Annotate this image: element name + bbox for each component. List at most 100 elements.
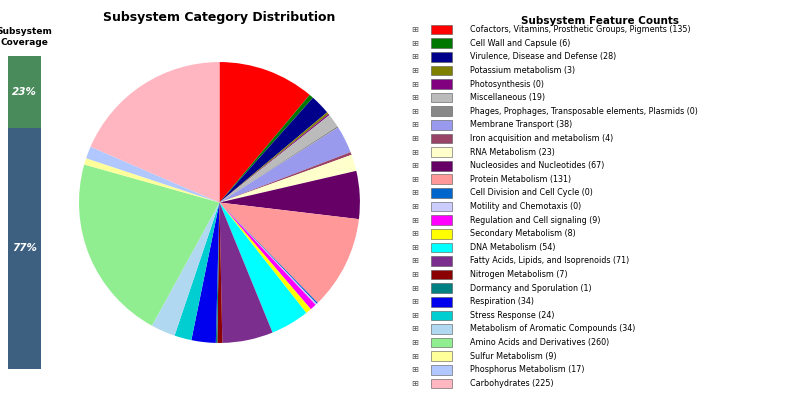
Text: ⊞: ⊞ bbox=[411, 270, 418, 279]
FancyBboxPatch shape bbox=[431, 202, 452, 211]
FancyBboxPatch shape bbox=[431, 188, 452, 198]
Text: RNA Metabolism (23): RNA Metabolism (23) bbox=[470, 148, 555, 157]
Text: DNA Metabolism (54): DNA Metabolism (54) bbox=[470, 243, 555, 252]
Text: Miscellaneous (19): Miscellaneous (19) bbox=[470, 93, 545, 102]
Wedge shape bbox=[219, 203, 359, 303]
Wedge shape bbox=[219, 203, 317, 305]
Bar bbox=[8, 128, 41, 369]
Text: Cofactors, Vitamins, Prosthetic Groups, Pigments (135): Cofactors, Vitamins, Prosthetic Groups, … bbox=[470, 25, 691, 34]
Text: ⊞: ⊞ bbox=[411, 338, 418, 347]
Text: ⊞: ⊞ bbox=[411, 53, 418, 61]
FancyBboxPatch shape bbox=[431, 25, 452, 34]
Title: Subsystem Category Distribution: Subsystem Category Distribution bbox=[103, 11, 336, 24]
Text: Stress Response (24): Stress Response (24) bbox=[470, 311, 555, 320]
Text: Respiration (34): Respiration (34) bbox=[470, 297, 534, 306]
Text: ⊞: ⊞ bbox=[411, 79, 418, 89]
Text: Secondary Metabolism (8): Secondary Metabolism (8) bbox=[470, 229, 576, 238]
Wedge shape bbox=[219, 95, 313, 203]
Text: Subsystem
Coverage: Subsystem Coverage bbox=[0, 27, 53, 47]
Wedge shape bbox=[219, 171, 360, 219]
Text: ⊞: ⊞ bbox=[411, 161, 418, 170]
Wedge shape bbox=[219, 126, 338, 203]
FancyBboxPatch shape bbox=[431, 297, 452, 306]
Text: ⊞: ⊞ bbox=[411, 188, 418, 197]
FancyBboxPatch shape bbox=[431, 52, 452, 62]
Text: ⊞: ⊞ bbox=[411, 120, 418, 130]
Wedge shape bbox=[217, 203, 223, 343]
Wedge shape bbox=[219, 62, 310, 203]
FancyBboxPatch shape bbox=[431, 310, 452, 320]
Wedge shape bbox=[219, 203, 310, 313]
FancyBboxPatch shape bbox=[431, 79, 452, 89]
Text: Protein Metabolism (131): Protein Metabolism (131) bbox=[470, 175, 571, 184]
Text: Motility and Chemotaxis (0): Motility and Chemotaxis (0) bbox=[470, 202, 582, 211]
FancyBboxPatch shape bbox=[431, 120, 452, 130]
FancyBboxPatch shape bbox=[431, 256, 452, 266]
Text: Dormancy and Sporulation (1): Dormancy and Sporulation (1) bbox=[470, 284, 592, 293]
Text: Nucleosides and Nucleotides (67): Nucleosides and Nucleotides (67) bbox=[470, 161, 605, 170]
Text: Phages, Prophages, Transposable elements, Plasmids (0): Phages, Prophages, Transposable elements… bbox=[470, 107, 698, 116]
Wedge shape bbox=[219, 203, 318, 304]
Text: ⊞: ⊞ bbox=[411, 243, 418, 252]
Wedge shape bbox=[192, 203, 219, 343]
FancyBboxPatch shape bbox=[431, 107, 452, 116]
Text: ⊞: ⊞ bbox=[411, 175, 418, 184]
Text: Iron acquisition and metabolism (4): Iron acquisition and metabolism (4) bbox=[470, 134, 614, 143]
FancyBboxPatch shape bbox=[431, 174, 452, 184]
FancyBboxPatch shape bbox=[431, 324, 452, 334]
Text: 23%: 23% bbox=[12, 87, 38, 97]
FancyBboxPatch shape bbox=[431, 215, 452, 225]
FancyBboxPatch shape bbox=[431, 284, 452, 293]
Text: ⊞: ⊞ bbox=[411, 202, 418, 211]
Text: Regulation and Cell signaling (9): Regulation and Cell signaling (9) bbox=[470, 216, 601, 225]
Text: Cell Wall and Capsule (6): Cell Wall and Capsule (6) bbox=[470, 39, 571, 48]
Text: Photosynthesis (0): Photosynthesis (0) bbox=[470, 79, 544, 89]
Text: Membrane Transport (38): Membrane Transport (38) bbox=[470, 120, 572, 130]
Text: Cell Division and Cell Cycle (0): Cell Division and Cell Cycle (0) bbox=[470, 188, 593, 197]
Text: ⊞: ⊞ bbox=[411, 148, 418, 157]
FancyBboxPatch shape bbox=[431, 66, 452, 75]
Text: Fatty Acids, Lipids, and Isoprenoids (71): Fatty Acids, Lipids, and Isoprenoids (71… bbox=[470, 256, 630, 265]
Wedge shape bbox=[219, 203, 306, 332]
FancyBboxPatch shape bbox=[431, 351, 452, 361]
FancyBboxPatch shape bbox=[431, 134, 452, 143]
Text: ⊞: ⊞ bbox=[411, 365, 418, 374]
FancyBboxPatch shape bbox=[431, 147, 452, 157]
Text: ⊞: ⊞ bbox=[411, 379, 418, 388]
Wedge shape bbox=[219, 128, 350, 203]
Text: Sulfur Metabolism (9): Sulfur Metabolism (9) bbox=[470, 352, 557, 360]
FancyBboxPatch shape bbox=[431, 161, 452, 170]
Text: ⊞: ⊞ bbox=[411, 216, 418, 225]
Wedge shape bbox=[219, 203, 316, 309]
Text: ⊞: ⊞ bbox=[411, 93, 418, 102]
Wedge shape bbox=[79, 164, 219, 326]
FancyBboxPatch shape bbox=[431, 270, 452, 279]
FancyBboxPatch shape bbox=[431, 229, 452, 239]
Text: ⊞: ⊞ bbox=[411, 284, 418, 293]
Text: ⊞: ⊞ bbox=[411, 311, 418, 320]
Text: ⊞: ⊞ bbox=[411, 39, 418, 48]
Text: Metabolism of Aromatic Compounds (34): Metabolism of Aromatic Compounds (34) bbox=[470, 324, 635, 334]
FancyBboxPatch shape bbox=[431, 338, 452, 347]
Text: ⊞: ⊞ bbox=[411, 352, 418, 360]
Wedge shape bbox=[219, 152, 352, 203]
Wedge shape bbox=[219, 115, 338, 203]
Text: ⊞: ⊞ bbox=[411, 229, 418, 238]
Wedge shape bbox=[85, 158, 219, 203]
Text: Carbohydrates (225): Carbohydrates (225) bbox=[470, 379, 554, 388]
Wedge shape bbox=[175, 203, 219, 340]
Text: ⊞: ⊞ bbox=[411, 134, 418, 143]
Wedge shape bbox=[219, 112, 329, 203]
Wedge shape bbox=[152, 203, 219, 336]
Text: ⊞: ⊞ bbox=[411, 66, 418, 75]
Wedge shape bbox=[219, 114, 330, 203]
FancyBboxPatch shape bbox=[431, 379, 452, 388]
Wedge shape bbox=[86, 147, 219, 203]
Text: Amino Acids and Derivatives (260): Amino Acids and Derivatives (260) bbox=[470, 338, 610, 347]
FancyBboxPatch shape bbox=[431, 38, 452, 48]
Text: ⊞: ⊞ bbox=[411, 256, 418, 265]
Text: Nitrogen Metabolism (7): Nitrogen Metabolism (7) bbox=[470, 270, 567, 279]
Bar bbox=[8, 56, 41, 128]
Text: ⊞: ⊞ bbox=[411, 324, 418, 334]
Text: Virulence, Disease and Defense (28): Virulence, Disease and Defense (28) bbox=[470, 53, 616, 61]
